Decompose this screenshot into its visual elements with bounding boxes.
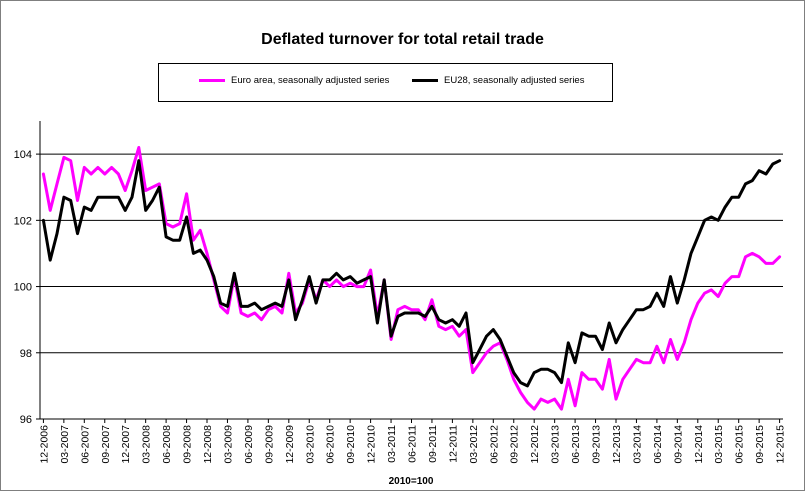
legend-label-euro-area: Euro area, seasonally adjusted series: [231, 75, 390, 86]
x-tick-label: 09-2012: [509, 425, 521, 464]
x-tick-label: 09-2015: [754, 425, 766, 464]
x-tick-label: 03-2014: [631, 425, 643, 464]
x-tick-label: 09-2014: [672, 425, 684, 464]
x-tick-label: 09-2009: [263, 425, 275, 464]
x-tick-label: 12-2015: [775, 425, 787, 464]
legend-label-eu28: EU28, seasonally adjusted series: [444, 75, 585, 86]
x-tick-label: 12-2007: [120, 425, 132, 464]
x-tick-label: 09-2011: [427, 425, 439, 463]
y-tick-label: 96: [20, 414, 32, 426]
x-tick-label: 09-2013: [591, 425, 603, 464]
x-tick-label: 12-2008: [202, 425, 214, 464]
legend-swatch-eu28: [412, 79, 438, 82]
x-tick-label: 06-2010: [325, 425, 337, 464]
series-line-euro-area: [41, 146, 782, 411]
x-tick-label: 06-2009: [243, 425, 255, 464]
x-tick-label: 12-2013: [611, 425, 623, 464]
x-tick-label: 06-2011: [407, 425, 419, 463]
x-tick-label: 09-2008: [182, 425, 194, 464]
x-tick-label: 12-2014: [693, 425, 705, 464]
chart-title: Deflated turnover for total retail trade: [261, 31, 544, 48]
y-tick-label: 102: [14, 215, 32, 227]
y-tick-label: 98: [20, 348, 32, 360]
x-tick-label: 03-2007: [59, 425, 71, 464]
x-tick-label: 09-2007: [100, 425, 112, 464]
y-tick-label: 100: [14, 282, 32, 294]
legend-item-euro-area: Euro area, seasonally adjusted series: [199, 75, 389, 86]
legend-item-eu28: EU28, seasonally adjusted series: [412, 75, 584, 86]
x-tick-label: 03-2012: [468, 425, 480, 464]
x-tick-label: 09-2010: [345, 425, 357, 464]
chart-legend: Euro area, seasonally adjusted series EU…: [158, 63, 613, 102]
x-tick-label: 03-2011: [386, 425, 398, 463]
x-tick-label: 12-2009: [284, 425, 296, 464]
x-tick-label: 03-2008: [141, 425, 153, 464]
series-line-eu28: [41, 159, 782, 388]
x-axis-title: 2010=100: [389, 476, 434, 487]
y-tick-label: 104: [14, 149, 32, 161]
x-tick-label: 12-2012: [529, 425, 541, 464]
x-tick-label: 06-2013: [570, 425, 582, 464]
x-tick-label: 03-2010: [304, 425, 316, 464]
x-tick-label: 06-2008: [161, 425, 173, 464]
x-tick-label: 03-2009: [222, 425, 234, 464]
x-tick-label: 03-2013: [550, 425, 562, 464]
x-tick-label: 12-2010: [366, 425, 378, 464]
x-tick-label: 12-2006: [38, 425, 50, 464]
x-tick-label: 03-2015: [713, 425, 725, 464]
legend-swatch-euro-area: [199, 79, 225, 82]
x-tick-label: 12-2011: [447, 425, 459, 463]
x-tick-label: 06-2015: [734, 425, 746, 464]
x-tick-label: 06-2012: [488, 425, 500, 464]
x-tick-label: 06-2014: [652, 425, 664, 464]
x-tick-label: 06-2007: [79, 425, 91, 464]
